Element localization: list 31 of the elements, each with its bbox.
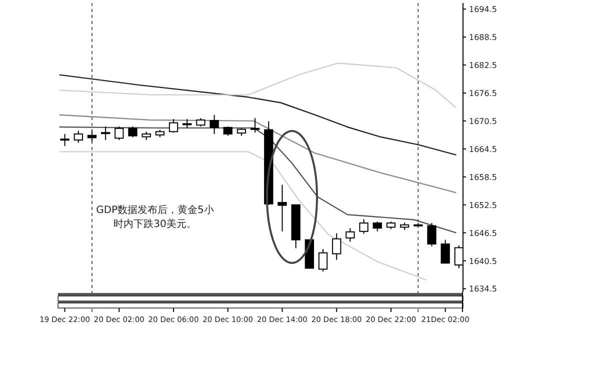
y-tick-label: 1646.5: [469, 228, 497, 238]
candlestick: [128, 126, 138, 138]
y-tick-label: 1634.5: [469, 284, 497, 294]
y-tick-label: 1670.5: [469, 116, 497, 126]
candlestick: [87, 130, 97, 142]
candlestick: [100, 126, 110, 141]
candlestick: [440, 239, 450, 264]
candlestick: [182, 118, 192, 129]
candlestick: [346, 228, 355, 242]
candlestick: [318, 248, 328, 272]
annotation: GDP数据发布后，黄金5小时内下跌30美元。: [96, 204, 214, 230]
candlestick: [372, 221, 382, 232]
candlestick: [250, 118, 260, 134]
candlestick: [60, 133, 70, 147]
y-tick-label: 1676.5: [469, 88, 497, 98]
candlestick: [427, 222, 436, 247]
y-tick-label: 1688.5: [469, 33, 497, 42]
candlestick: [332, 232, 342, 260]
y-tick-label: 1664.5: [469, 144, 497, 154]
candlestick: [74, 130, 83, 144]
candlestick: [168, 118, 178, 134]
candlestick: [223, 126, 232, 136]
candlestick: [210, 114, 219, 134]
y-tick-label: 1652.5: [469, 200, 497, 210]
candlestick: [114, 126, 124, 141]
candlestick: [278, 184, 287, 232]
candlestick: [359, 218, 368, 234]
y-tick-label: 1640.5: [469, 256, 497, 266]
y-tick-label: 1682.5: [469, 60, 497, 70]
y-tick-label: 1658.5: [469, 172, 497, 182]
y-tick-label: 1694.5: [469, 5, 497, 14]
